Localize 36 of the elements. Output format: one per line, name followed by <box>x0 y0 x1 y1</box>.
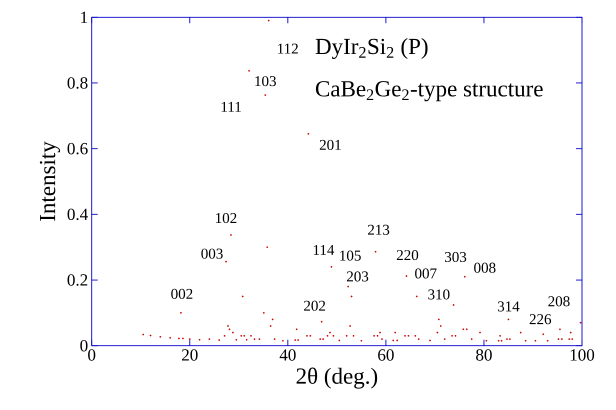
y-tick-label: 0 <box>80 340 88 352</box>
annotation: 203 <box>346 271 368 282</box>
annotation: 002 <box>171 288 192 299</box>
x-axis-title: 2θ (deg.) <box>296 368 378 389</box>
annotation: 111 <box>222 102 241 112</box>
annotation: 303 <box>445 252 466 262</box>
annotation: 102 <box>216 212 236 224</box>
annotation: 105 <box>340 250 361 261</box>
annotation: 103 <box>255 76 276 86</box>
y-axis-title: Intensity <box>40 141 60 221</box>
annotation: 114 <box>314 244 334 255</box>
y-tick-label: 1 <box>81 12 88 23</box>
annotation: 008 <box>474 262 496 273</box>
annotation: 112 <box>278 44 298 54</box>
x-tick-label: 60 <box>378 349 394 361</box>
annotation: 310 <box>428 289 450 300</box>
annotation: 213 <box>368 224 390 235</box>
y-tick-label: 0.6 <box>68 142 88 154</box>
annotation: 208 <box>548 296 570 306</box>
x-tick-label: 40 <box>280 349 296 361</box>
y-tick-label: 0.8 <box>68 77 88 89</box>
annotation: 201 <box>320 140 341 150</box>
x-tick-label: 100 <box>570 349 594 361</box>
annotation: 202 <box>304 300 326 311</box>
y-tick-label: 0.4 <box>68 208 88 220</box>
annotation: 003 <box>201 248 223 259</box>
annotation: 226 <box>530 314 552 324</box>
x-tick-label: 80 <box>476 349 492 361</box>
text: CaBe$_{2}$Ge$_{2}$-type structure <box>316 81 543 102</box>
annotation: 220 <box>396 250 418 260</box>
y-tick-label: 0.2 <box>68 274 88 286</box>
annotation: 314 <box>498 301 520 312</box>
x-tick-label: 0 <box>88 349 96 361</box>
annotation: 007 <box>415 268 437 278</box>
text: DyIr$_{2}$Si$_{2}$ (P) <box>316 38 428 59</box>
x-tick-label: 20 <box>182 349 198 361</box>
